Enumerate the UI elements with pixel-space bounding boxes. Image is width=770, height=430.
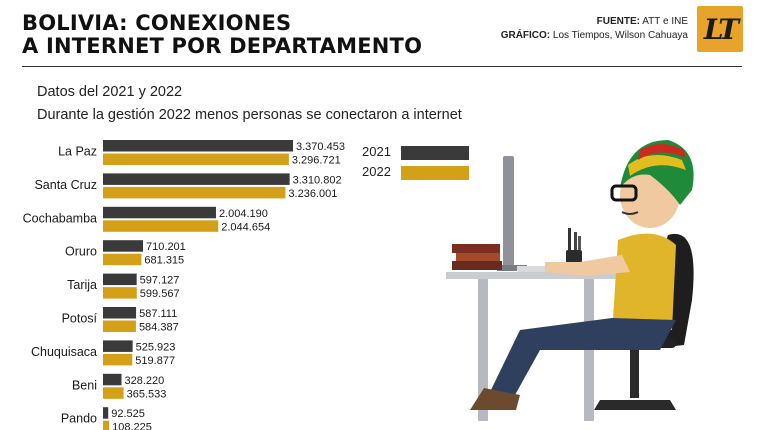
category-label: Santa Cruz	[34, 178, 97, 192]
bar-2022	[103, 287, 137, 299]
bar-2021	[103, 373, 122, 386]
bar-2021	[103, 340, 133, 352]
pants	[490, 318, 676, 395]
bar-2022	[103, 320, 136, 332]
bar-2021	[103, 407, 109, 419]
data-label-2021: 525.923	[136, 341, 176, 353]
bar-2022	[103, 153, 289, 165]
newspaper-logo: LT	[697, 6, 743, 52]
category-label: Tarija	[67, 278, 97, 292]
monitor	[503, 156, 514, 266]
category-label: Beni	[72, 378, 97, 392]
data-label-2021: 92.525	[111, 408, 145, 420]
data-label-2022: 3.296.721	[292, 155, 341, 167]
mouth	[621, 211, 639, 215]
bar-2022	[103, 186, 286, 199]
legend-swatch-2022	[401, 166, 469, 180]
pen-2	[574, 232, 577, 250]
category-label: La Paz	[58, 145, 97, 159]
source-value: ATT e INE	[642, 16, 688, 27]
arm	[545, 255, 630, 276]
desk-leg-left	[478, 279, 488, 421]
chart-title: BOLIVIA: CONEXIONES A INTERNET POR DEPAR…	[22, 12, 422, 58]
legend-swatch-2021	[401, 146, 469, 160]
bar-2022	[103, 353, 133, 366]
bar-2021	[103, 140, 293, 152]
credits: FUENTE: ATT e INE GRÁFICO: Los Tiempos, …	[501, 15, 688, 43]
data-label-2022: 599.567	[140, 288, 180, 300]
data-label-2022: 681.315	[144, 255, 184, 267]
category-label: Pando	[61, 412, 97, 426]
data-label-2021: 3.310.802	[293, 174, 342, 186]
cap-yellow-band	[628, 155, 686, 176]
data-label-2021: 3.370.453	[296, 141, 345, 153]
category-label: Potosí	[62, 312, 98, 326]
graphic-value: Los Tiempos, Wilson Cahuaya	[552, 30, 688, 41]
source-label: FUENTE:	[596, 16, 640, 27]
data-label-2021: 2.004.190	[219, 208, 268, 220]
data-label-2021: 328.220	[125, 375, 165, 387]
graphic-label: GRÁFICO:	[500, 30, 551, 41]
subtitle-note: Durante la gestión 2022 menos personas s…	[37, 107, 462, 123]
bar-2022	[103, 420, 110, 430]
bar-2021	[103, 206, 216, 219]
header-divider	[22, 66, 742, 67]
bar-2021	[103, 273, 137, 286]
chair-base	[594, 400, 676, 410]
glasses	[610, 184, 638, 202]
bar-2021	[103, 307, 137, 319]
data-label-2022: 2.044.654	[221, 221, 270, 233]
title-line-1: BOLIVIA: CONEXIONES	[22, 11, 292, 35]
pen-3	[578, 236, 581, 250]
bar-2022	[103, 220, 219, 232]
bar-2022	[103, 387, 124, 399]
bar-2021	[103, 240, 144, 252]
shoe	[470, 388, 520, 410]
chair-post	[630, 348, 639, 398]
pen-1	[568, 228, 571, 250]
category-label: Oruro	[65, 245, 97, 259]
data-label-2022: 3.236.001	[288, 188, 337, 200]
subtitle-years: Datos del 2021 y 2022	[37, 84, 183, 100]
book-2	[456, 253, 500, 261]
book-1	[452, 244, 500, 253]
data-label-2021: 710.201	[146, 241, 186, 253]
desk-top	[446, 272, 642, 279]
legend-label-2022: 2022	[362, 164, 391, 179]
keyboard	[517, 266, 567, 272]
illustration-person-at-computer	[446, 140, 694, 421]
data-label-2022: 519.877	[135, 355, 175, 367]
book-3	[452, 261, 502, 270]
cap-red-band	[638, 144, 686, 160]
data-label-2021: 587.111	[139, 308, 177, 320]
category-label: Chuquisaca	[31, 345, 97, 359]
cap-green	[620, 140, 694, 205]
shirt	[612, 233, 676, 335]
data-label-2022: 108.225	[112, 422, 152, 430]
bar-2021	[103, 173, 290, 185]
data-label-2022: 584.387	[139, 322, 179, 334]
data-label-2021: 597.127	[140, 275, 180, 287]
bar-2022	[103, 253, 142, 266]
legend-label-2021: 2021	[362, 144, 391, 159]
data-label-2022: 365.533	[127, 388, 167, 400]
logo-text: LT	[703, 12, 739, 46]
title-line-2: A INTERNET POR DEPARTAMENTO	[22, 34, 423, 58]
monitor-stand	[497, 265, 527, 271]
category-label: Cochabamba	[23, 211, 97, 225]
